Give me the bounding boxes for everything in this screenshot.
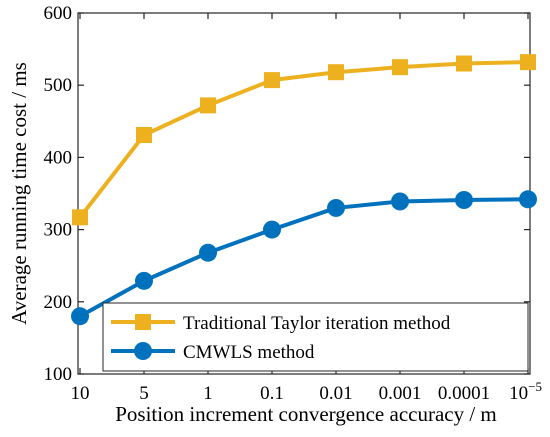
x-axis-label: Position increment convergence accuracy … [115,402,497,426]
data-point [71,307,89,326]
data-point [391,192,409,211]
data-point [264,72,280,89]
data-point [328,64,344,81]
legend-marker [135,314,151,330]
legend-label: Traditional Taylor iteration method [183,313,451,334]
series-layer [71,54,537,326]
x-tick-label: 1 [203,383,213,404]
data-point [135,271,153,290]
x-tick-label: 0.01 [319,383,352,404]
data-point [72,209,88,226]
y-axis-label: Average running time cost / ms [7,62,31,325]
data-point [392,59,408,76]
data-point [456,55,472,72]
x-tick-label: 10 [71,383,90,404]
y-tick-label: 500 [44,75,73,96]
legend-label: CMWLS method [183,342,315,363]
y-tick-label: 300 [44,220,73,241]
x-tick-label: 0.001 [379,383,422,404]
x-tick-label: 0.1 [260,383,284,404]
data-point [520,54,536,71]
y-tick-label: 200 [44,292,73,313]
legend-box [102,302,529,372]
data-point [136,127,152,144]
x-tick-label: 0.0001 [438,383,490,404]
data-point [455,190,473,209]
axis-labels: Position increment convergence accuracy … [7,62,497,426]
x-tick-label: 5 [139,383,149,404]
data-point [200,97,216,114]
y-tick-label: 100 [44,364,73,385]
axes-layer: 100 200 300 400 500 600 10 5 1 0.1 0.01 0.001 0.0001… [44,3,543,404]
data-point [327,198,345,217]
series-line-0 [78,60,529,219]
legend-marker [134,342,152,360]
data-point [519,190,537,209]
legend: Traditional Taylor iteration method CMWLS… [102,302,529,372]
y-tick-label: 400 [44,147,73,168]
y-tick-label: 600 [44,3,73,24]
series-line-1 [79,197,529,318]
data-point [263,220,281,239]
x-tick-label: 10−5 [509,379,542,404]
data-point [199,243,217,262]
